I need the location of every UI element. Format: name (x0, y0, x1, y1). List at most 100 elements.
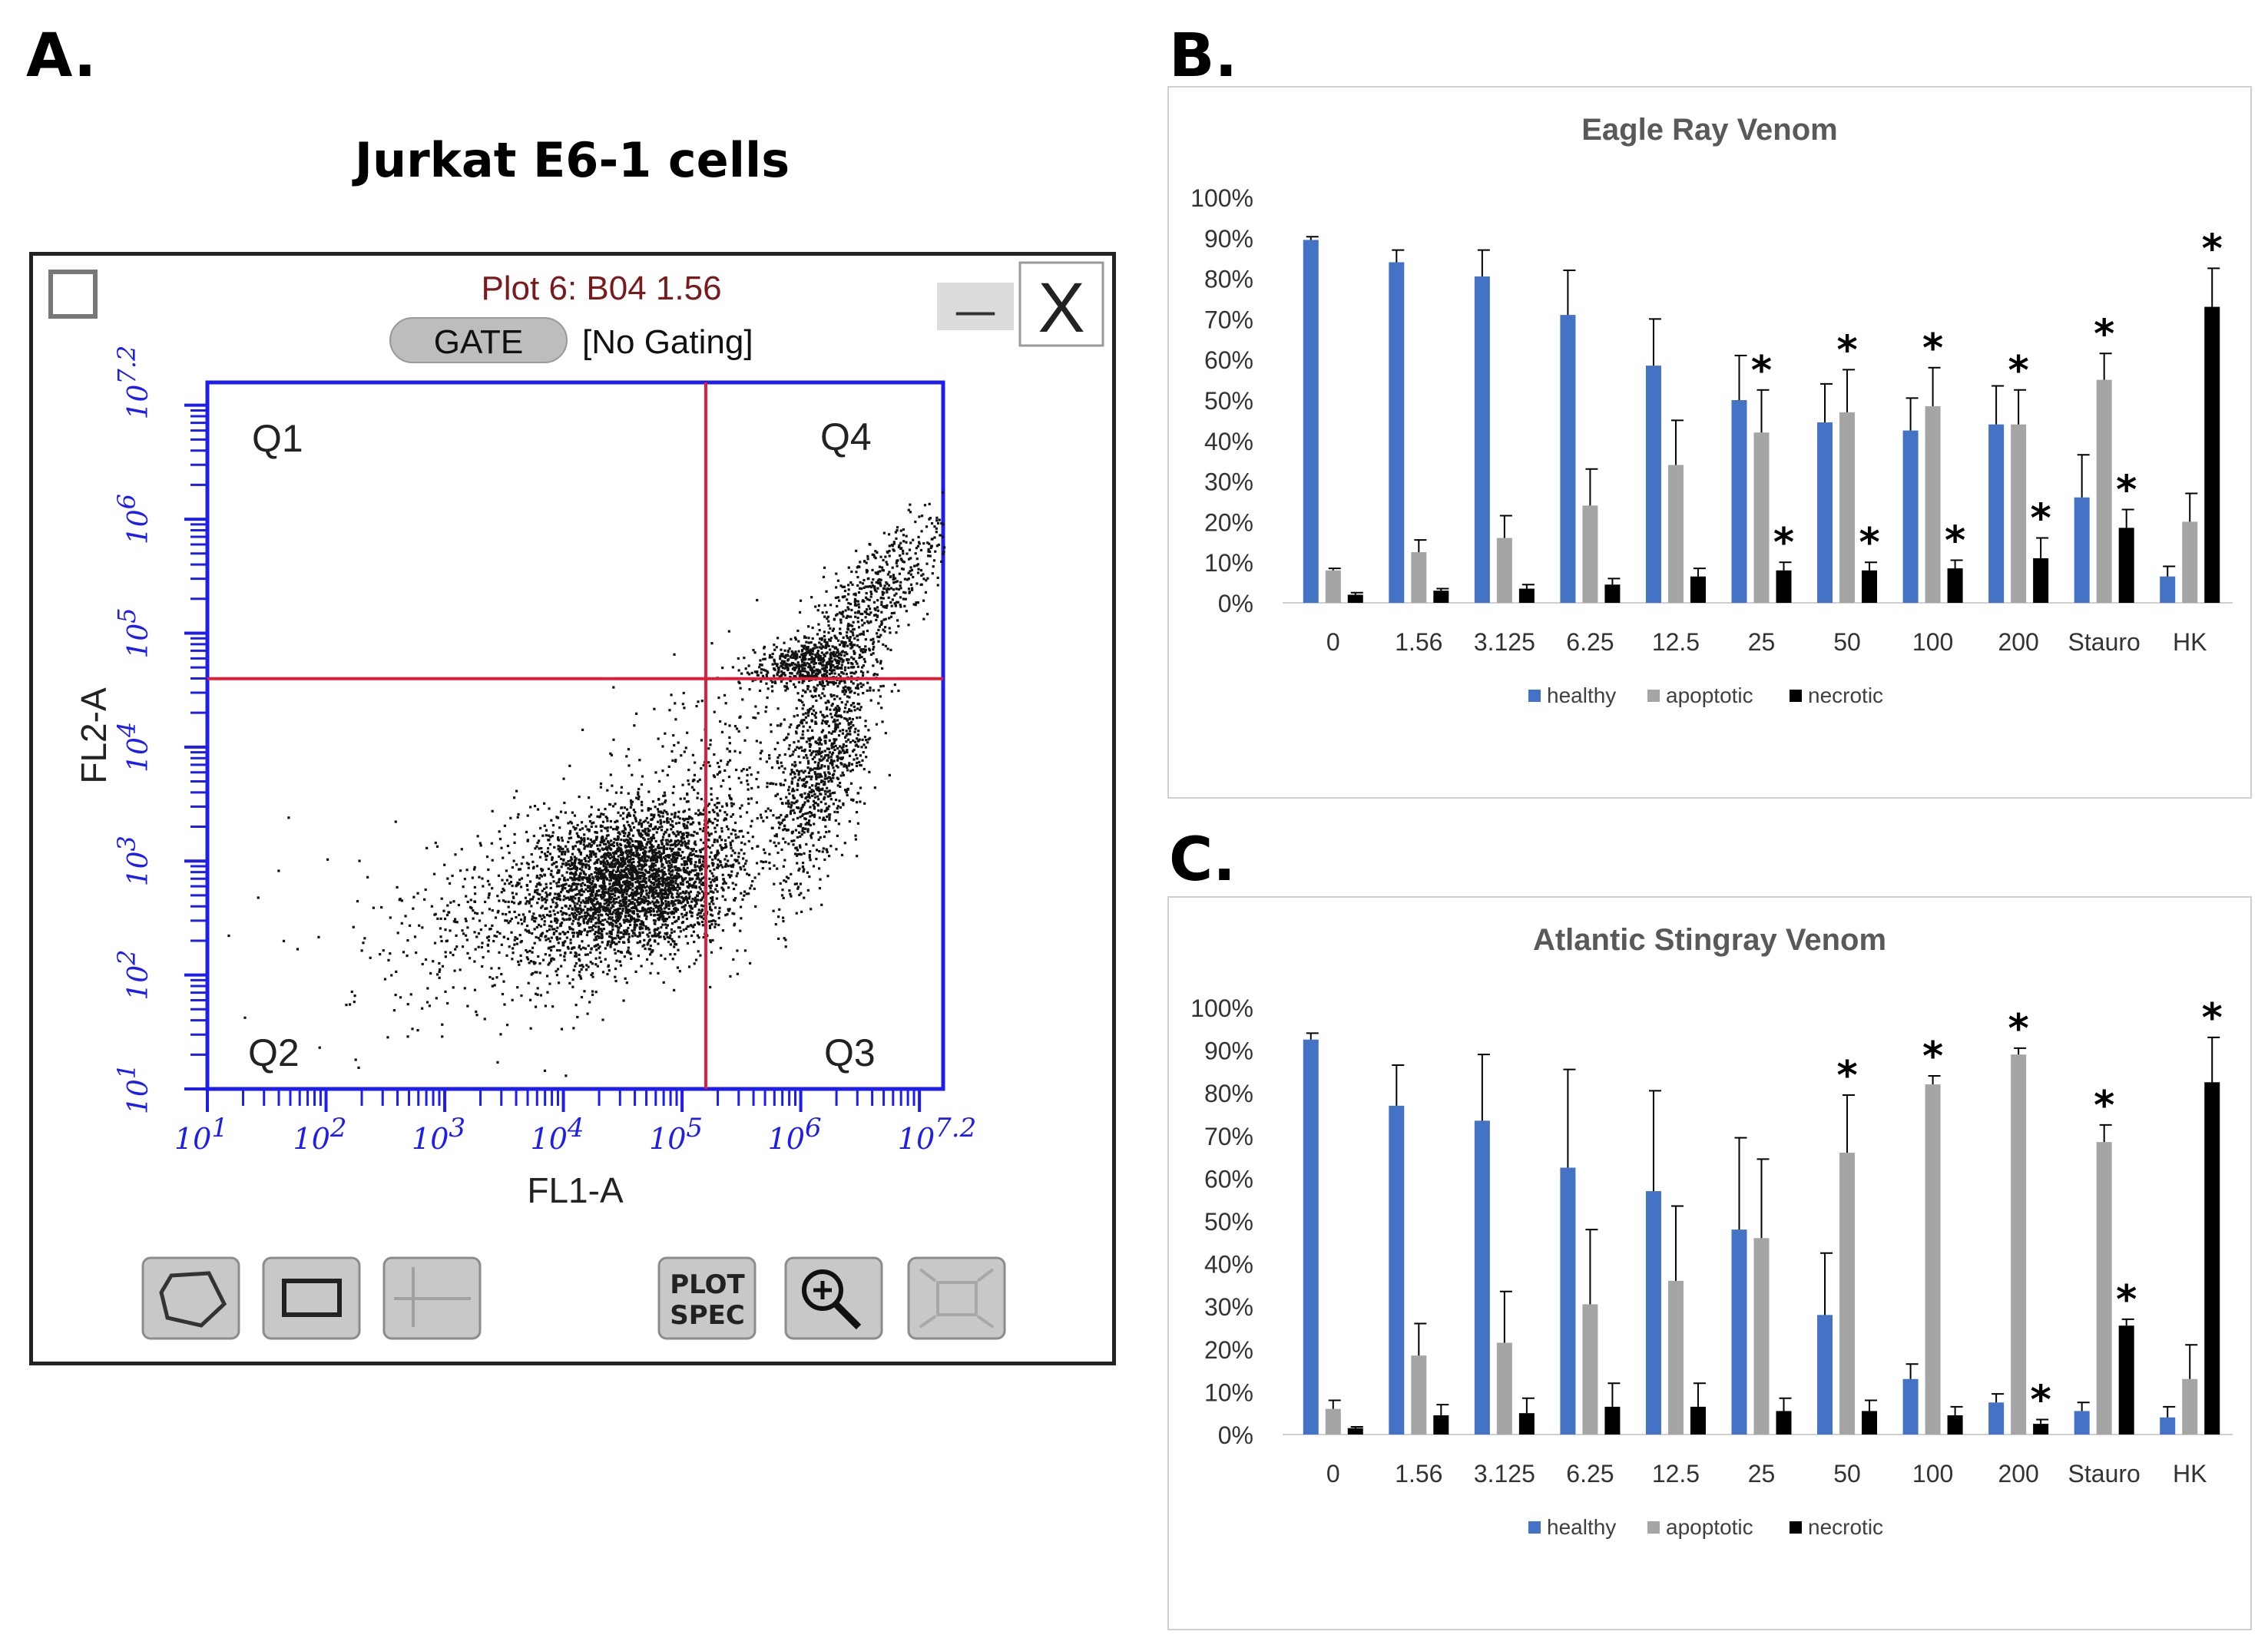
scatter-point (604, 847, 607, 850)
gate-button[interactable] (389, 317, 568, 363)
scatter-point (620, 869, 623, 872)
scatter-point (780, 813, 783, 817)
scatter-point (670, 902, 674, 905)
scatter-point (518, 963, 521, 966)
scatter-point (840, 664, 843, 667)
scatter-point (888, 617, 891, 620)
scatter-point (550, 945, 553, 948)
scatter-point (803, 896, 806, 899)
scatter-point (641, 803, 644, 806)
scatter-point (647, 850, 651, 853)
y-axis-label-group: FL2-A (74, 687, 114, 784)
scatter-point (851, 671, 854, 674)
scatter-point (808, 726, 812, 729)
scatter-point (638, 932, 641, 935)
scatter-point (616, 828, 619, 831)
scatter-point (576, 823, 579, 827)
scatter-point (823, 789, 826, 793)
scatter-point (863, 657, 866, 660)
scatter-point (561, 862, 565, 865)
scatter-point (658, 932, 661, 935)
scatter-point (702, 917, 705, 920)
scatter-point (718, 906, 721, 909)
scatter-point (656, 928, 659, 932)
scatter-point (817, 767, 820, 770)
scatter-point (763, 657, 766, 660)
scatter-point (579, 889, 582, 892)
scatter-point (785, 664, 788, 667)
scatter-point (816, 668, 819, 671)
scatter-point (727, 909, 730, 912)
scatter-point (864, 720, 867, 723)
scatter-point (575, 887, 578, 891)
scatter-point (645, 842, 648, 846)
scatter-point (636, 849, 639, 852)
scatter-point (536, 889, 539, 892)
scatter-point (631, 879, 634, 882)
scatter-point (631, 911, 634, 915)
scatter-point (692, 848, 695, 851)
scatter-point (710, 951, 714, 954)
scatter-point (804, 712, 807, 715)
scatter-point (540, 906, 543, 909)
close-button[interactable] (1018, 261, 1104, 347)
scatter-point (821, 719, 824, 722)
scatter-point (446, 1001, 449, 1005)
scatter-point (740, 841, 743, 844)
scatter-point (631, 892, 634, 895)
scatter-point (495, 935, 498, 938)
scatter-point (775, 816, 778, 819)
scatter-point (464, 934, 468, 937)
scatter-point (787, 805, 790, 808)
scatter-point (515, 915, 518, 919)
scatter-point (468, 957, 472, 960)
scatter-point (797, 771, 800, 774)
scatter-point (626, 845, 629, 848)
scatter-point (863, 743, 866, 746)
scatter-point (556, 898, 560, 901)
scatter-point (779, 882, 782, 885)
scatter-point (853, 709, 856, 712)
scatter-point (667, 865, 670, 868)
scatter-point (603, 906, 607, 909)
window-checkbox-icon[interactable] (48, 270, 98, 319)
scatter-point (833, 738, 836, 741)
scatter-point (574, 871, 578, 874)
minimize-button[interactable] (937, 283, 1014, 330)
scatter-point (591, 885, 594, 889)
scatter-point (818, 669, 821, 672)
scatter-point (640, 825, 644, 828)
scatter-point (831, 660, 834, 663)
scatter-point (793, 789, 796, 793)
scatter-point (535, 885, 538, 888)
scatter-point (640, 894, 643, 898)
scatter-point (611, 916, 614, 919)
scatter-point (396, 885, 399, 889)
scatter-point (872, 664, 875, 667)
scatter-point (394, 993, 397, 997)
scatter-point (796, 784, 800, 787)
scatter-point (677, 831, 680, 835)
scatter-point (748, 961, 752, 965)
scatter-point (817, 838, 820, 842)
scatter-point (531, 932, 534, 935)
scatter-point (561, 931, 565, 934)
scatter-point (664, 830, 667, 833)
scatter-point (538, 855, 542, 859)
scatter-point (656, 827, 660, 831)
scatter-point (617, 918, 621, 921)
scatter-point (677, 810, 680, 813)
scatter-point (817, 786, 820, 789)
scatter-point (689, 890, 693, 893)
scatter-point (702, 865, 706, 868)
scatter-point (753, 887, 756, 890)
scatter-point (664, 857, 667, 861)
scatter-point (620, 857, 623, 860)
scatter-point (601, 918, 604, 922)
scatter-point (666, 812, 669, 816)
scatter-point (654, 839, 657, 843)
scatter-point (680, 905, 684, 908)
scatter-point (584, 845, 587, 849)
scatter-point (711, 809, 715, 812)
scatter-point (808, 663, 811, 666)
